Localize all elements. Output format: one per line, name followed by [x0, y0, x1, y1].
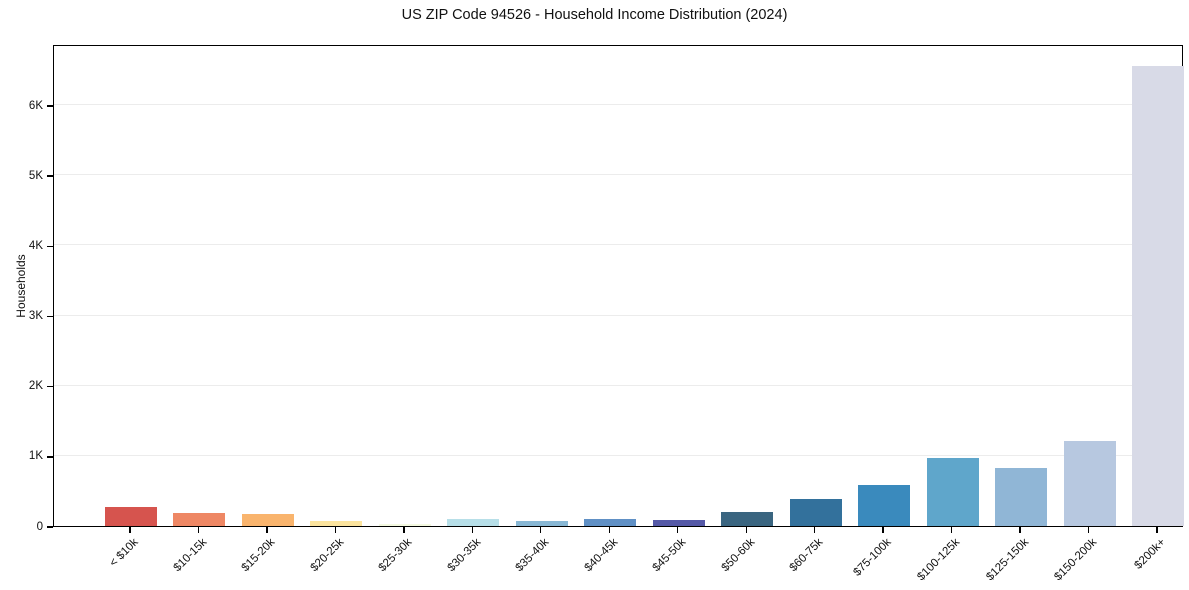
- bar-10k: [105, 507, 157, 526]
- bar-35-40k: [515, 521, 568, 526]
- x-tick-label: $150-200k: [1052, 536, 1100, 584]
- x-tick-mark: [745, 527, 747, 533]
- x-tick-label: $40-45k: [582, 536, 621, 575]
- y-tick-mark: [47, 175, 53, 177]
- x-tick-mark: [334, 527, 337, 533]
- y-tick-label-6K: 6K: [28, 99, 43, 112]
- y-tick-label-5K: 5K: [28, 169, 43, 182]
- gridline-6K: [54, 104, 1182, 106]
- x-tick-mark: [1156, 527, 1158, 533]
- x-tick-label: $100-125k: [915, 536, 963, 584]
- x-tick-label: $10-15k: [171, 536, 210, 575]
- gridline-3K: [54, 314, 1182, 316]
- bar-200k: [1132, 66, 1184, 526]
- y-tick-mark: [47, 526, 53, 528]
- x-tick-label: $60-75k: [787, 536, 826, 575]
- bar-20-25k: [310, 520, 363, 526]
- x-tick-label: $15-20k: [239, 536, 278, 575]
- x-tick-label: < $10k: [107, 536, 141, 570]
- x-tick-label: $25-30k: [376, 536, 415, 575]
- chart-title: US ZIP Code 94526 - Household Income Dis…: [401, 7, 788, 23]
- x-tick-label: $35-40k: [513, 536, 552, 575]
- x-tick-label: $30-35k: [445, 536, 484, 575]
- y-tick-label-0: 0: [36, 520, 43, 533]
- bar-60-75k: [789, 498, 842, 526]
- y-axis-title: Households: [14, 254, 28, 318]
- y-tick-label-3K: 3K: [28, 310, 43, 323]
- plot-area: [53, 45, 1184, 527]
- x-tick-mark: [266, 527, 268, 533]
- y-tick-mark: [47, 105, 53, 107]
- x-tick-mark: [471, 527, 474, 533]
- bar-125-150k: [995, 468, 1048, 526]
- x-tick-label: $200k+: [1132, 536, 1168, 572]
- x-tick-mark: [608, 527, 610, 533]
- x-tick-label: $45-50k: [650, 536, 689, 575]
- y-tick-label-4K: 4K: [28, 239, 43, 252]
- y-tick-mark: [47, 245, 53, 248]
- bar-30-35k: [447, 518, 500, 526]
- y-tick-label-2K: 2K: [28, 380, 43, 393]
- bar-100-125k: [926, 457, 979, 526]
- bar-50-60k: [721, 511, 774, 526]
- x-tick-label: $125-150k: [983, 536, 1031, 584]
- x-tick-label: $75-100k: [851, 536, 894, 579]
- bar-15-20k: [241, 514, 294, 526]
- y-tick-mark: [47, 385, 53, 388]
- bar-25-30k: [378, 524, 431, 526]
- gridline-4K: [54, 244, 1182, 246]
- bar-150-200k: [1063, 441, 1116, 526]
- x-tick-mark: [813, 527, 816, 533]
- bar-40-45k: [584, 518, 637, 526]
- bar-10-15k: [173, 513, 226, 526]
- x-tick-mark: [950, 527, 953, 533]
- bar-75-100k: [858, 484, 911, 526]
- x-tick-mark: [540, 527, 542, 533]
- x-tick-mark: [677, 527, 679, 533]
- x-tick-mark: [403, 527, 405, 533]
- gridline-2K: [54, 384, 1182, 386]
- x-tick-label: $50-60k: [719, 536, 757, 575]
- y-tick-label-1K: 1K: [28, 450, 43, 463]
- bar-45-50k: [652, 519, 705, 526]
- x-tick-mark: [1019, 527, 1021, 533]
- x-tick-mark: [197, 527, 200, 533]
- x-tick-mark: [129, 527, 131, 533]
- x-tick-mark: [1087, 527, 1090, 533]
- gridline-1K: [54, 454, 1182, 456]
- x-tick-mark: [882, 527, 884, 533]
- gridline-5K: [54, 174, 1182, 176]
- x-tick-label: $20-25k: [308, 536, 347, 575]
- y-tick-mark: [47, 315, 53, 318]
- y-tick-mark: [47, 456, 53, 458]
